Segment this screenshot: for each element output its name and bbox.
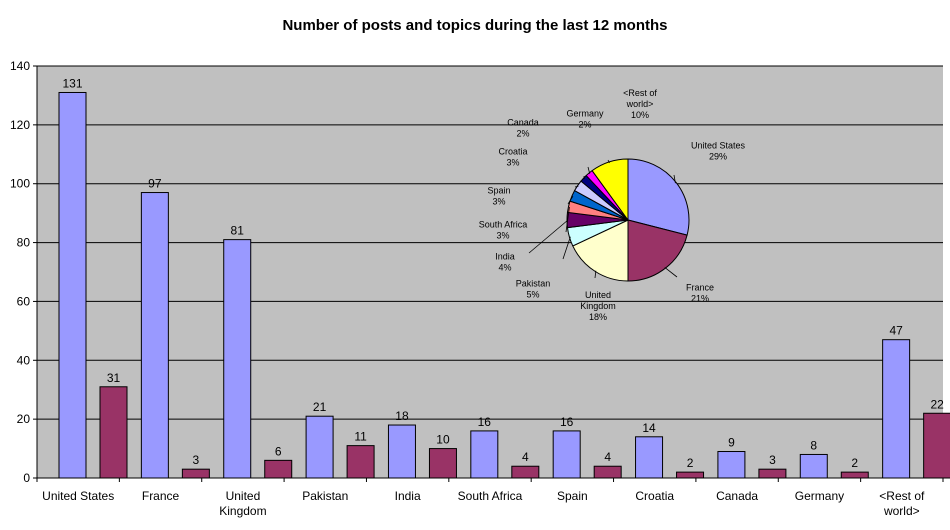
bar-series-2 xyxy=(676,471,705,479)
pie-leader-line xyxy=(567,195,574,205)
pie-slice-label: Germany 2% xyxy=(566,109,604,130)
pie-leader-line xyxy=(594,270,597,279)
gridlines xyxy=(37,65,943,420)
pie-leader-line xyxy=(562,236,571,260)
y-tick-label: 120 xyxy=(10,118,30,132)
bar-value-label: 4 xyxy=(604,450,611,464)
pie-slice-label: Croatia 3% xyxy=(498,147,527,168)
pie-slice-label: <Rest of world> 10% xyxy=(623,88,657,120)
y-tick-label: 100 xyxy=(10,177,30,191)
y-tick-label: 60 xyxy=(17,294,31,308)
y-tick-label: 20 xyxy=(17,412,31,426)
pie-slice-label: United States 29% xyxy=(691,141,746,162)
bar-series-1 xyxy=(58,91,87,479)
x-tick-labels: United States France United Kingdom Pakistan… xyxy=(42,489,925,518)
bar-value-label: 18 xyxy=(395,409,409,423)
bar-value-label: 6 xyxy=(275,444,282,458)
bar-value-label: 3 xyxy=(769,453,776,467)
pie-leader-line xyxy=(587,166,591,174)
bar-series-1 xyxy=(552,430,581,479)
y-tick-label: 40 xyxy=(17,353,31,367)
x-tick-label: Germany xyxy=(795,489,844,503)
bar-value-label: 21 xyxy=(313,400,327,414)
y-tick-label: 80 xyxy=(17,236,31,250)
bar-value-label: 14 xyxy=(642,421,656,435)
bar-series-2 xyxy=(840,471,869,479)
bar-value-label: 31 xyxy=(107,371,121,385)
bar-value-label: 16 xyxy=(560,415,574,429)
x-tick-label: <Rest of world> xyxy=(879,489,925,518)
pie-leader-line xyxy=(673,174,676,184)
bar-value-label: 97 xyxy=(148,177,162,191)
pie-slice-label: Pakistan 5% xyxy=(516,279,551,300)
bar-value-label: 131 xyxy=(62,76,82,90)
bar-series-2 xyxy=(428,448,457,479)
bar-series-1 xyxy=(387,424,416,479)
bar-value-label: 47 xyxy=(889,324,903,338)
x-tick-label: South Africa xyxy=(458,489,523,503)
x-tick-label: United States xyxy=(42,489,114,503)
bar-value-label: 3 xyxy=(193,453,200,467)
plot-area xyxy=(37,66,943,478)
pie-slice-label: India 4% xyxy=(495,252,515,273)
bar-value-label: 2 xyxy=(687,456,694,470)
pie-slice xyxy=(627,158,690,236)
pie-slice-label: France 21% xyxy=(686,283,714,304)
pie-slice-label: Canada 2% xyxy=(507,118,539,139)
pie-slice-label: United Kingdom 18% xyxy=(580,290,616,322)
bar-value-label: 16 xyxy=(478,415,492,429)
bar-series-2 xyxy=(923,412,950,479)
y-tick-label: 140 xyxy=(10,59,30,73)
bar-value-label: 11 xyxy=(354,430,367,444)
bar-series-1 xyxy=(882,339,911,479)
pie-slice-label: Spain 3% xyxy=(487,186,510,207)
bar-series-2 xyxy=(264,459,293,479)
x-tick-label: Croatia xyxy=(635,489,674,503)
bar-value-label: 10 xyxy=(436,433,450,447)
bar-series-2 xyxy=(99,386,128,479)
pie-leader-line xyxy=(574,185,579,188)
pie-slice-label: South Africa 3% xyxy=(479,220,528,241)
bar-value-label: 8 xyxy=(810,438,817,452)
pie-leader-line xyxy=(664,267,678,278)
bar-series-2 xyxy=(593,465,622,479)
y-tick-label: 0 xyxy=(23,471,30,485)
bar-value-label: 2 xyxy=(851,456,858,470)
bar-series-1 xyxy=(140,192,169,479)
x-tick-label: France xyxy=(142,489,180,503)
chart-title: Number of posts and topics during the la… xyxy=(282,17,668,34)
pie-leader-line xyxy=(565,206,570,233)
bar-series-2 xyxy=(181,468,210,479)
bar-value-label: 4 xyxy=(522,450,529,464)
pie-leader-line xyxy=(528,219,569,254)
bar-series-2 xyxy=(346,445,375,479)
y-tick-labels: 0 20 40 60 80 100 120 140 xyxy=(10,59,30,485)
bar-series-2 xyxy=(758,468,787,479)
bar-series xyxy=(58,91,950,479)
bar-series-1 xyxy=(223,239,252,479)
bar-series-1 xyxy=(470,430,499,479)
bar-value-label: 81 xyxy=(231,224,245,238)
x-tick-label: United Kingdom xyxy=(219,489,266,518)
pie-chart: United States 29% France 21% United Kingdom 18… xyxy=(479,88,746,322)
bar-value-label: 22 xyxy=(930,397,944,411)
bar-series-1 xyxy=(717,451,746,479)
x-tick-label: India xyxy=(395,489,421,503)
bar-series-2 xyxy=(511,465,540,479)
pie-leader-line xyxy=(607,159,610,164)
x-tick-label: Pakistan xyxy=(302,489,348,503)
bar-series-1 xyxy=(305,415,334,479)
bar-value-label: 9 xyxy=(728,436,735,450)
x-tick-label: Spain xyxy=(557,489,588,503)
bar-series-1 xyxy=(635,436,664,479)
x-tick-label: Canada xyxy=(716,489,758,503)
bar-series-1 xyxy=(799,453,828,479)
